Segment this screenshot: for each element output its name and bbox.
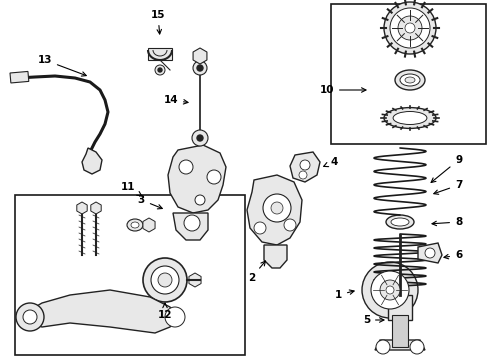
Circle shape xyxy=(195,195,205,205)
Text: 5: 5 xyxy=(363,315,384,325)
Circle shape xyxy=(371,271,409,309)
Circle shape xyxy=(384,2,436,54)
Text: 10: 10 xyxy=(319,85,366,95)
Circle shape xyxy=(158,273,172,287)
Text: 1: 1 xyxy=(335,290,354,300)
Circle shape xyxy=(300,160,310,170)
Polygon shape xyxy=(247,175,302,245)
Circle shape xyxy=(299,171,307,179)
Circle shape xyxy=(165,307,185,327)
Circle shape xyxy=(193,61,207,75)
Circle shape xyxy=(271,202,283,214)
Text: 7: 7 xyxy=(434,180,463,194)
Text: 13: 13 xyxy=(38,55,86,76)
Ellipse shape xyxy=(395,70,425,90)
Polygon shape xyxy=(25,290,175,333)
Polygon shape xyxy=(168,145,226,213)
Circle shape xyxy=(197,135,203,141)
Circle shape xyxy=(410,340,424,354)
Ellipse shape xyxy=(405,77,415,83)
Text: 2: 2 xyxy=(248,261,266,283)
Bar xyxy=(392,315,408,347)
Ellipse shape xyxy=(384,108,436,129)
Text: 8: 8 xyxy=(432,217,462,227)
Text: 15: 15 xyxy=(151,10,165,34)
Circle shape xyxy=(197,65,203,71)
Circle shape xyxy=(184,215,200,231)
Bar xyxy=(148,48,172,60)
Circle shape xyxy=(207,170,221,184)
Ellipse shape xyxy=(393,112,427,125)
Polygon shape xyxy=(82,148,102,174)
Circle shape xyxy=(143,258,187,302)
Text: 12: 12 xyxy=(158,303,172,320)
Text: 14: 14 xyxy=(163,95,188,105)
Polygon shape xyxy=(264,245,287,268)
Ellipse shape xyxy=(400,74,420,86)
Polygon shape xyxy=(290,152,320,182)
Ellipse shape xyxy=(386,215,414,229)
Circle shape xyxy=(398,16,422,40)
Circle shape xyxy=(386,286,394,294)
Circle shape xyxy=(425,248,435,258)
Circle shape xyxy=(151,266,179,294)
Text: 11: 11 xyxy=(121,182,142,196)
Ellipse shape xyxy=(127,219,143,231)
Polygon shape xyxy=(173,213,208,240)
Circle shape xyxy=(376,340,390,354)
Circle shape xyxy=(23,310,37,324)
Text: 4: 4 xyxy=(324,157,338,167)
Circle shape xyxy=(16,303,44,331)
Circle shape xyxy=(192,130,208,146)
Bar xyxy=(388,295,412,320)
Polygon shape xyxy=(375,340,425,350)
Circle shape xyxy=(380,280,400,300)
Circle shape xyxy=(390,8,430,48)
Circle shape xyxy=(158,68,162,72)
Circle shape xyxy=(284,219,296,231)
Circle shape xyxy=(405,23,415,33)
Circle shape xyxy=(254,222,266,234)
Bar xyxy=(331,4,486,144)
Ellipse shape xyxy=(391,218,409,226)
Circle shape xyxy=(362,262,418,318)
Bar xyxy=(15,195,245,355)
Circle shape xyxy=(155,65,165,75)
Circle shape xyxy=(179,160,193,174)
Circle shape xyxy=(263,194,291,222)
Text: 6: 6 xyxy=(444,250,462,260)
Text: 3: 3 xyxy=(138,195,162,209)
Text: 9: 9 xyxy=(431,155,462,183)
Polygon shape xyxy=(418,243,442,263)
Bar xyxy=(10,71,29,83)
Ellipse shape xyxy=(131,222,139,228)
